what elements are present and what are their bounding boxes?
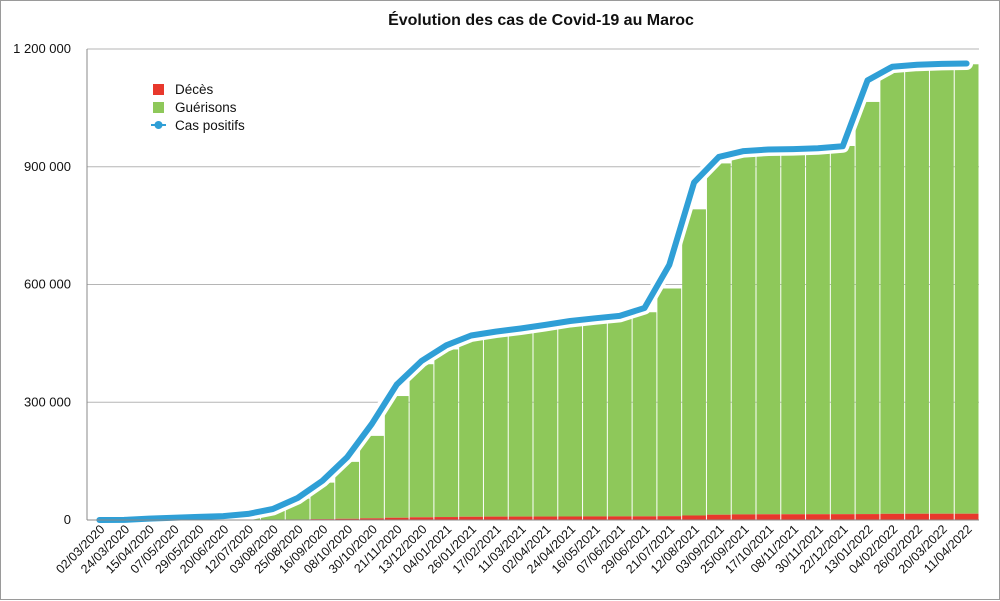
bar-deces <box>781 514 805 520</box>
legend-swatch-deces <box>153 84 164 95</box>
bar-guerisons <box>509 330 533 516</box>
bar-deces <box>608 516 632 520</box>
bar-deces <box>806 514 830 520</box>
legend-label: Cas positifs <box>175 118 245 133</box>
legend-swatch-cas <box>155 121 163 129</box>
bar-guerisons <box>583 319 607 516</box>
chart-title: Évolution des cas de Covid-19 au Maroc <box>388 10 694 29</box>
bar-guerisons <box>608 317 632 516</box>
bar-guerisons <box>558 322 582 516</box>
y-tick-label: 0 <box>64 512 71 527</box>
bar-guerisons <box>880 68 904 513</box>
legend: Décès Guérisons Cas positifs <box>151 82 245 133</box>
bar-guerisons <box>459 339 483 517</box>
bar-deces <box>831 514 855 520</box>
x-axis-ticks: 02/03/202024/03/202015/04/202007/05/2020… <box>53 522 974 576</box>
bar-guerisons <box>856 102 880 514</box>
y-tick-label: 1 200 000 <box>13 41 71 56</box>
y-tick-label: 600 000 <box>24 277 71 292</box>
bar-deces <box>657 516 681 520</box>
bar-guerisons <box>707 163 731 514</box>
bar-deces <box>633 516 657 520</box>
bar-deces <box>509 517 533 520</box>
bar-deces <box>856 514 880 520</box>
legend-label: Décès <box>175 82 214 97</box>
bar-guerisons <box>410 364 434 517</box>
bar-deces <box>484 517 508 520</box>
legend-label: Guérisons <box>175 100 237 115</box>
bar-deces <box>930 514 954 520</box>
bar-guerisons <box>682 209 706 515</box>
bar-deces <box>905 514 929 520</box>
bar-deces <box>955 514 979 520</box>
y-tick-label: 300 000 <box>24 394 71 409</box>
bar-deces <box>558 517 582 520</box>
bar-guerisons <box>360 436 384 518</box>
bar-guerisons <box>930 65 954 514</box>
bar-guerisons <box>657 289 681 517</box>
bar-deces <box>732 514 756 520</box>
bar-deces <box>757 514 781 520</box>
bar-guerisons <box>757 151 781 514</box>
bar-guerisons <box>385 396 409 518</box>
bar-guerisons <box>955 64 979 513</box>
bar-deces <box>534 517 558 520</box>
bar-guerisons <box>484 334 508 517</box>
bar-guerisons <box>732 154 756 514</box>
bar-guerisons <box>434 349 458 517</box>
bar-deces <box>682 515 706 520</box>
y-tick-label: 900 000 <box>24 159 71 174</box>
bar-guerisons <box>534 326 558 516</box>
bar-guerisons <box>781 150 805 515</box>
bar-guerisons <box>806 148 830 514</box>
legend-swatch-guerisons <box>153 102 164 113</box>
bar-deces <box>707 515 731 520</box>
bar-deces <box>583 516 607 520</box>
bar-guerisons <box>905 65 929 513</box>
bar-guerisons <box>633 312 657 516</box>
y-axis-ticks: 0 300 000 600 000 900 000 1 200 000 <box>13 41 71 527</box>
bar-deces <box>880 514 904 520</box>
bar-guerisons <box>831 146 855 514</box>
